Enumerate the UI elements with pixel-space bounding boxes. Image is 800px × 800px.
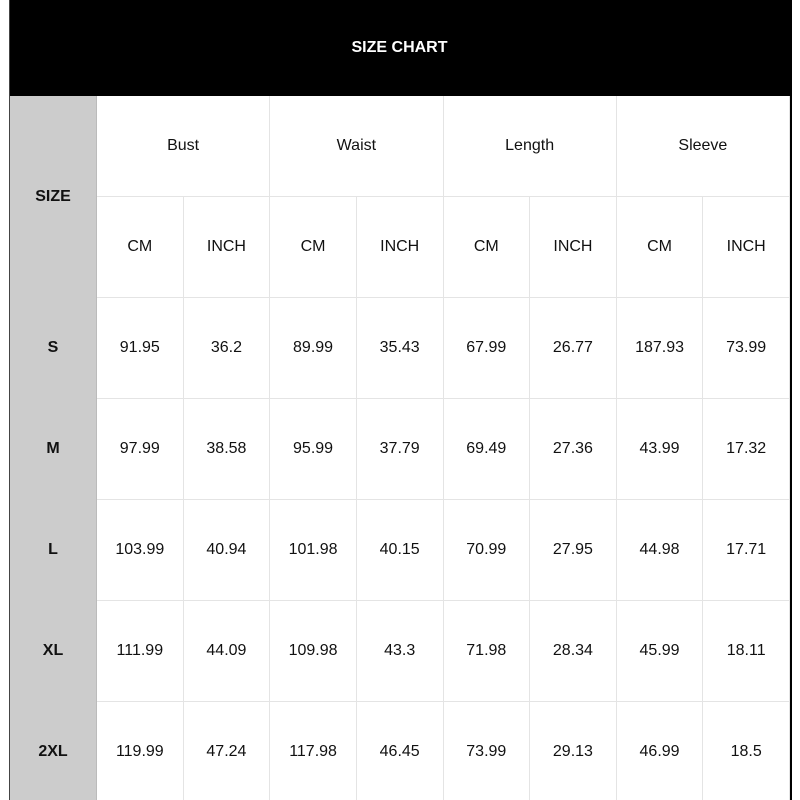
table-row: XL 111.99 44.09 109.98 43.3 71.98 28.34 45.99 18… bbox=[10, 600, 790, 702]
unit-header: INCH bbox=[702, 196, 790, 298]
measurement-cell: 71.98 bbox=[442, 600, 531, 702]
measurement-cell: 45.99 bbox=[615, 600, 704, 702]
measurement-cell: 187.93 bbox=[615, 297, 704, 399]
unit-header: CM bbox=[269, 196, 357, 298]
measurement-cell: 47.24 bbox=[182, 701, 271, 800]
measurement-cell: 97.99 bbox=[96, 398, 184, 500]
measurement-cell: 91.95 bbox=[96, 297, 184, 399]
measurement-cell: 18.5 bbox=[702, 701, 790, 800]
size-header: SIZE bbox=[10, 96, 97, 298]
measurement-cell: 109.98 bbox=[269, 600, 357, 702]
unit-header: INCH bbox=[182, 196, 271, 298]
measurement-cell: 69.49 bbox=[442, 398, 531, 500]
measurement-cell: 73.99 bbox=[702, 297, 790, 399]
group-length: Length bbox=[442, 96, 617, 197]
measurement-cell: 43.99 bbox=[615, 398, 704, 500]
table-row: M 97.99 38.58 95.99 37.79 69.49 27.36 43.99 17.3… bbox=[10, 398, 790, 500]
measurement-cell: 28.34 bbox=[529, 600, 617, 702]
size-table: SIZE Bust Waist Length Sleeve CM INCH CM… bbox=[10, 96, 791, 800]
unit-header: INCH bbox=[529, 196, 617, 298]
measurement-cell: 117.98 bbox=[269, 701, 357, 800]
measurement-cell: 26.77 bbox=[529, 297, 617, 399]
group-waist: Waist bbox=[269, 96, 444, 197]
measurement-cell: 44.98 bbox=[615, 499, 704, 601]
measurement-cell: 17.32 bbox=[702, 398, 790, 500]
measurement-cell: 119.99 bbox=[96, 701, 184, 800]
size-label: 2XL bbox=[10, 701, 97, 800]
measurement-cell: 46.45 bbox=[355, 701, 444, 800]
measurement-cell: 44.09 bbox=[182, 600, 271, 702]
measurement-cell: 36.2 bbox=[182, 297, 271, 399]
size-chart-title: SIZE CHART bbox=[10, 0, 789, 96]
measurement-cell: 17.71 bbox=[702, 499, 790, 601]
group-header-row: SIZE Bust Waist Length Sleeve bbox=[10, 96, 791, 298]
unit-header: INCH bbox=[355, 196, 444, 298]
unit-header: CM bbox=[615, 196, 704, 298]
measurement-cell: 27.95 bbox=[529, 499, 617, 601]
group-bust: Bust bbox=[95, 96, 271, 197]
measurement-cell: 38.58 bbox=[182, 398, 271, 500]
measurement-cell: 40.15 bbox=[355, 499, 444, 601]
size-label: XL bbox=[10, 600, 97, 702]
table-row: L 103.99 40.94 101.98 40.15 70.99 27.95 44.98 17… bbox=[10, 499, 790, 601]
measurement-cell: 103.99 bbox=[96, 499, 184, 601]
measurement-cell: 40.94 bbox=[182, 499, 271, 601]
table-row: 2XL 119.99 47.24 117.98 46.45 73.99 29.13 46.99… bbox=[10, 701, 790, 800]
measurement-cell: 89.99 bbox=[269, 297, 357, 399]
measurement-cell: 43.3 bbox=[355, 600, 444, 702]
table-row: S 91.95 36.2 89.99 35.43 67.99 26.77 187.93 73.9… bbox=[10, 297, 790, 399]
group-sleeve: Sleeve bbox=[615, 96, 791, 197]
measurement-cell: 29.13 bbox=[529, 701, 617, 800]
measurement-cell: 95.99 bbox=[269, 398, 357, 500]
measurement-cell: 35.43 bbox=[355, 297, 444, 399]
unit-header-row: CM INCH CM INCH CM INCH CM INCH bbox=[10, 196, 790, 298]
measurement-cell: 111.99 bbox=[96, 600, 184, 702]
unit-header: CM bbox=[442, 196, 531, 298]
unit-header: CM bbox=[96, 196, 184, 298]
measurement-cell: 70.99 bbox=[442, 499, 531, 601]
size-label: S bbox=[10, 297, 97, 399]
measurement-cell: 37.79 bbox=[355, 398, 444, 500]
measurement-cell: 27.36 bbox=[529, 398, 617, 500]
size-chart: SIZE CHART SIZE Bust Waist Length Sleeve… bbox=[9, 0, 792, 800]
measurement-cell: 46.99 bbox=[615, 701, 704, 800]
size-label: L bbox=[10, 499, 97, 601]
measurement-cell: 101.98 bbox=[269, 499, 357, 601]
measurement-cell: 67.99 bbox=[442, 297, 531, 399]
measurement-cell: 73.99 bbox=[442, 701, 531, 800]
measurement-cell: 18.11 bbox=[702, 600, 790, 702]
size-label: M bbox=[10, 398, 97, 500]
